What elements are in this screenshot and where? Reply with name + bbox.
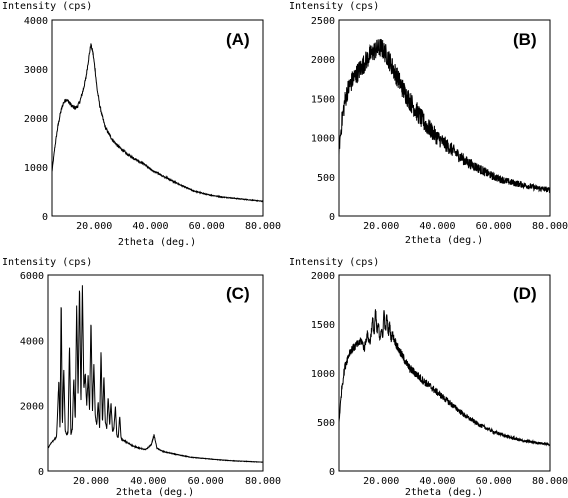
panel-label: (D) — [513, 284, 537, 303]
x-axis-label: 2theta (deg.) — [405, 235, 483, 246]
x-tick-label: 60.000 — [189, 221, 225, 232]
panel-b: Intensity (cps) (B) 2theta (deg.) 20.000… — [289, 1, 568, 246]
panel-label: (B) — [513, 30, 537, 49]
y-tick-label: 0 — [38, 467, 44, 478]
diffraction-trace — [47, 285, 263, 463]
y-tick-label: 4000 — [24, 16, 48, 27]
y-axis-label: Intensity (cps) — [289, 1, 379, 12]
y-tick-label: 1000 — [311, 134, 335, 145]
y-axis-label: Intensity (cps) — [2, 257, 92, 268]
y-tick-label: 1500 — [311, 94, 335, 105]
x-axis-label: 2theta (deg.) — [116, 487, 194, 498]
x-tick-label: 20.000 — [73, 476, 109, 487]
y-tick-label: 2000 — [20, 402, 44, 413]
y-tick-label: 1000 — [24, 163, 48, 174]
tick-labels: 20.000 40.000 60.000 80.000 0 500 1000 1500 2000 — [311, 271, 568, 487]
y-tick-label: 500 — [317, 418, 335, 429]
diffraction-trace — [338, 309, 551, 447]
x-tick-label: 40.000 — [419, 476, 455, 487]
x-tick-label: 40.000 — [130, 476, 166, 487]
plot-frame — [47, 274, 264, 472]
diffraction-trace — [51, 43, 264, 203]
y-tick-label: 4000 — [20, 336, 44, 347]
panel-a: Intensity (cps) (A) 2theta (deg.) 20.000… — [2, 1, 281, 248]
tick-labels: 20.000 40.000 60.000 80.000 0 2000 4000 6000 — [20, 271, 281, 487]
x-tick-label: 80.000 — [532, 476, 568, 487]
x-tick-label: 60.000 — [476, 221, 512, 232]
y-tick-label: 500 — [317, 173, 335, 184]
panel-c: Intensity (cps) (C) 2theta (deg.) 20.000… — [2, 257, 281, 498]
x-tick-label: 40.000 — [132, 221, 168, 232]
plot-frame — [338, 274, 551, 472]
y-axis-label: Intensity (cps) — [2, 1, 92, 12]
y-axis-label: Intensity (cps) — [289, 257, 379, 268]
plot-frame — [338, 19, 551, 217]
x-tick-label: 20.000 — [363, 476, 399, 487]
y-tick-label: 0 — [329, 212, 335, 223]
x-axis-label: 2theta (deg.) — [118, 237, 196, 248]
tick-labels: 20.000 40.000 60.000 80.000 0 500 1000 1500 2000… — [311, 16, 568, 232]
x-tick-label: 60.000 — [476, 476, 512, 487]
x-tick-label: 20.000 — [363, 221, 399, 232]
y-tick-label: 0 — [42, 212, 48, 223]
panel-label: (A) — [226, 30, 250, 49]
plot-frame — [51, 19, 264, 217]
y-tick-label: 2000 — [311, 55, 335, 66]
x-tick-label: 20.000 — [76, 221, 112, 232]
y-tick-label: 2500 — [311, 16, 335, 27]
y-tick-label: 1000 — [311, 369, 335, 380]
panel-d: Intensity (cps) (D) 2theta (deg.) 20.000… — [289, 257, 568, 498]
x-tick-label: 80.000 — [245, 221, 281, 232]
panel-label: (C) — [226, 284, 250, 303]
x-tick-label: 60.000 — [188, 476, 224, 487]
x-axis-label: 2theta (deg.) — [405, 487, 483, 498]
y-tick-label: 2000 — [24, 114, 48, 125]
tick-labels: 20.000 40.000 60.000 80.000 0 1000 2000 3000 400… — [24, 16, 281, 232]
x-tick-label: 40.000 — [419, 221, 455, 232]
x-tick-label: 80.000 — [532, 221, 568, 232]
diffraction-trace — [338, 38, 551, 194]
x-tick-label: 80.000 — [245, 476, 281, 487]
y-tick-label: 1500 — [311, 320, 335, 331]
y-tick-label: 3000 — [24, 65, 48, 76]
y-tick-label: 2000 — [311, 271, 335, 282]
y-tick-label: 0 — [329, 467, 335, 478]
y-tick-label: 6000 — [20, 271, 44, 282]
